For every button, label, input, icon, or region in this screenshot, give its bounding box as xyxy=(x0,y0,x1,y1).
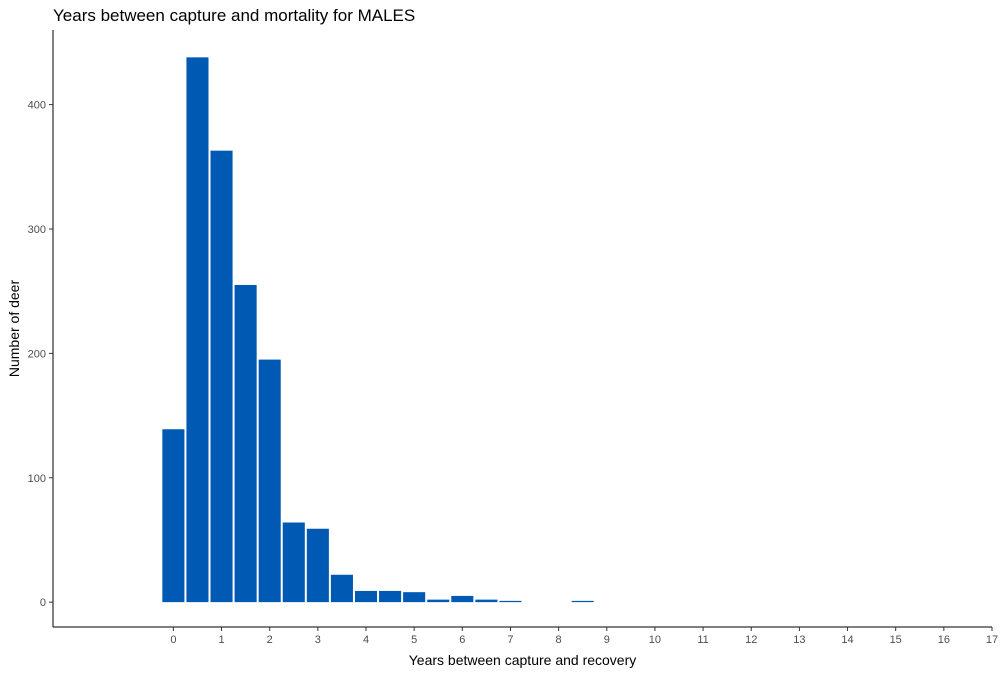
x-tick-label-17: 17 xyxy=(986,634,998,646)
x-tick-label-9: 9 xyxy=(604,634,610,646)
bar-1 xyxy=(186,57,209,603)
bar-12 xyxy=(451,595,474,603)
x-tick-label-10: 10 xyxy=(649,634,661,646)
x-tick-label-13: 13 xyxy=(793,634,805,646)
x-tick-label-12: 12 xyxy=(745,634,757,646)
x-tick-label-3: 3 xyxy=(315,634,321,646)
x-tick-label-7: 7 xyxy=(507,634,513,646)
bar-10 xyxy=(403,592,426,603)
x-tick-label-5: 5 xyxy=(411,634,417,646)
y-tick-label-400: 400 xyxy=(28,100,46,112)
bar-0 xyxy=(162,429,185,603)
bar-4 xyxy=(258,359,281,603)
x-tick-label-1: 1 xyxy=(218,634,224,646)
x-tick-label-8: 8 xyxy=(556,634,562,646)
x-tick-label-2: 2 xyxy=(267,634,273,646)
bar-15 xyxy=(571,600,594,603)
x-axis-ticks: 0 1 2 3 4 5 6 7 8 9 10 11 12 13 14 15 16 17 xyxy=(170,627,998,646)
bar-8 xyxy=(354,590,378,603)
y-tick-label-200: 200 xyxy=(28,348,46,360)
bar-6 xyxy=(306,528,329,603)
bar-14 xyxy=(499,600,522,603)
x-tick-label-16: 16 xyxy=(938,634,950,646)
y-axis-title: Number of deer xyxy=(6,280,22,378)
y-tick-label-100: 100 xyxy=(28,473,46,485)
bar-11 xyxy=(427,599,450,603)
y-tick-label-300: 300 xyxy=(28,224,46,236)
y-tick-label-0: 0 xyxy=(40,597,46,609)
bar-7 xyxy=(330,574,353,603)
chart-title: Years between capture and mortality for … xyxy=(53,6,416,25)
x-tick-label-15: 15 xyxy=(890,634,902,646)
x-tick-label-6: 6 xyxy=(459,634,465,646)
bar-13 xyxy=(475,599,498,603)
x-tick-label-4: 4 xyxy=(363,634,369,646)
bar-2 xyxy=(210,150,233,603)
bar-9 xyxy=(379,590,402,603)
x-tick-label-14: 14 xyxy=(841,634,853,646)
bars-group xyxy=(162,57,594,603)
bar-5 xyxy=(282,522,305,603)
x-tick-label-11: 11 xyxy=(697,634,708,646)
x-tick-label-0: 0 xyxy=(170,634,176,646)
bar-3 xyxy=(234,284,257,603)
y-axis-ticks: 0 100 200 300 400 xyxy=(28,100,53,609)
x-axis-title: Years between capture and recovery xyxy=(409,652,637,668)
